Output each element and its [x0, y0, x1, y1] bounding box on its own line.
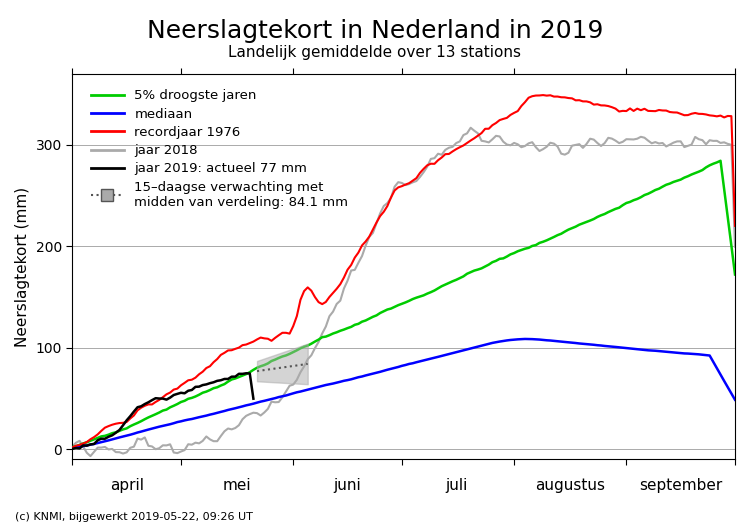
Text: Landelijk gemiddelde over 13 stations: Landelijk gemiddelde over 13 stations — [229, 45, 521, 60]
Text: mei: mei — [223, 478, 251, 493]
Text: Neerslagtekort in Nederland in 2019: Neerslagtekort in Nederland in 2019 — [147, 19, 603, 42]
Text: juni: juni — [334, 478, 362, 493]
Text: augustus: augustus — [536, 478, 605, 493]
Text: (c) KNMI, bijgewerkt 2019-05-22, 09:26 UT: (c) KNMI, bijgewerkt 2019-05-22, 09:26 U… — [15, 512, 253, 522]
Text: april: april — [110, 478, 144, 493]
Text: september: september — [639, 478, 722, 493]
Y-axis label: Neerslagtekort (mm): Neerslagtekort (mm) — [15, 187, 30, 347]
Text: juli: juli — [445, 478, 467, 493]
Legend: 5% droogste jaren, mediaan, recordjaar 1976, jaar 2018, jaar 2019: actueel 77 mm: 5% droogste jaren, mediaan, recordjaar 1… — [86, 84, 354, 214]
